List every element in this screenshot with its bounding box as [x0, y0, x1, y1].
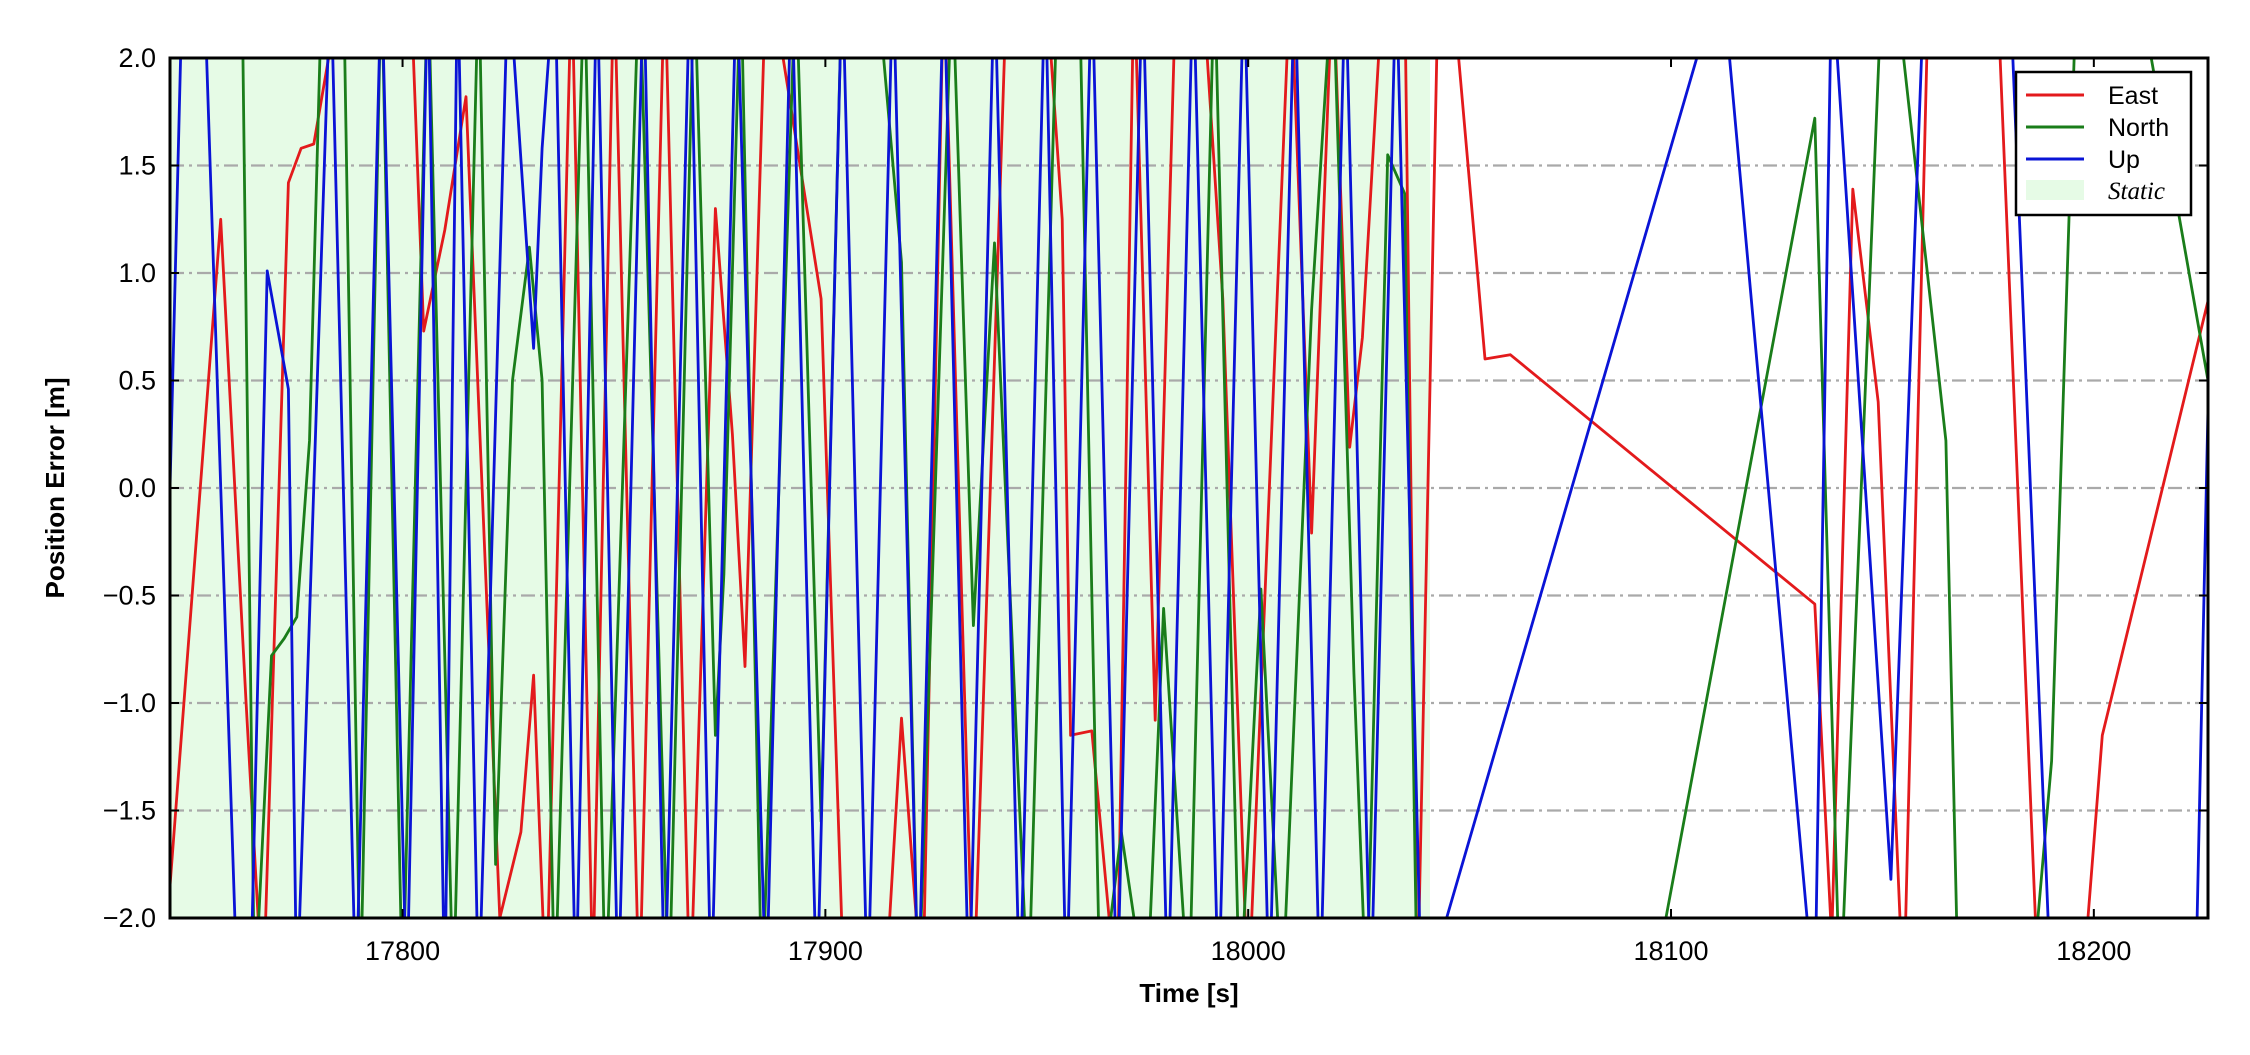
legend-label-up: Up	[2108, 146, 2140, 174]
x-tick-label: 18200	[2056, 936, 2131, 966]
legend-label-static: Static	[2108, 178, 2165, 205]
y-tick-label: 0.5	[118, 366, 156, 396]
y-tick-label: 1.5	[118, 151, 156, 181]
y-tick-label: −0.5	[103, 581, 156, 611]
series-line-north	[241, 58, 2208, 918]
y-axis-title: Position Error [m]	[40, 377, 70, 598]
x-tick-label: 18100	[1633, 936, 1708, 966]
series-lines	[170, 58, 2208, 918]
y-tick-label: 1.0	[118, 258, 156, 288]
y-tick-label: 0.0	[118, 473, 156, 503]
x-axis-title: Time [s]	[1139, 978, 1238, 1008]
y-tick-label: −1.5	[103, 796, 156, 826]
legend-swatch-static	[2026, 180, 2084, 200]
axis-ticks: 2.0 1.5 1.0 0.5 0.0 −0.5 −1.0 −1.5 −2.0 17800 1790…	[103, 43, 2208, 966]
x-tick-label: 18000	[1211, 936, 1286, 966]
legend-label-north: North	[2108, 114, 2169, 142]
x-tick-label: 17900	[788, 936, 863, 966]
y-tick-label: 2.0	[118, 43, 156, 73]
series-line-up	[170, 58, 2208, 918]
series-line-east	[170, 58, 2208, 918]
legend: East North Up Static	[2014, 70, 2193, 217]
y-tick-label: −2.0	[103, 903, 156, 933]
legend-label-east: East	[2108, 82, 2158, 110]
y-tick-label: −1.0	[103, 688, 156, 718]
x-tick-label: 17800	[365, 936, 440, 966]
